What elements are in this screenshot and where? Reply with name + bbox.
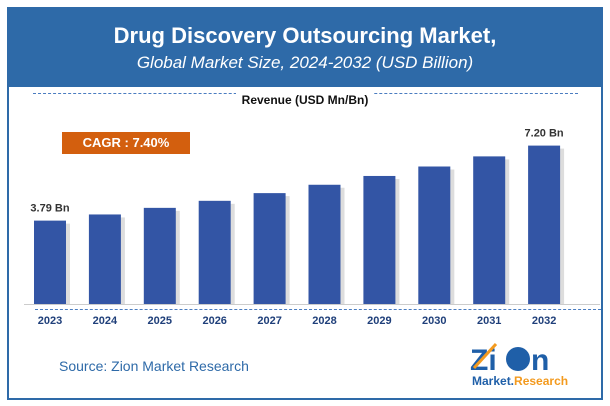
x-tick-label: 2024 [93,315,118,327]
bar-2028 [308,184,341,304]
axis-dashed-line [35,309,601,310]
chart-title: Drug Discovery Outsourcing Market, [113,23,497,48]
source-text: Source: Zion Market Research [59,358,249,374]
data-label: 7.20 Bn [525,128,564,140]
bar-2025 [143,207,176,304]
bar-2023 [34,220,66,304]
bar-2031 [473,156,506,304]
bar-2032 [528,145,561,304]
svg-text:n: n [531,344,549,377]
globe-icon [506,347,530,371]
bar-2030 [418,166,451,304]
header: Drug Discovery Outsourcing Market, Globa… [9,9,601,87]
x-tick-label: 2027 [257,315,281,327]
x-tick-label: 2032 [532,315,556,327]
bar-2024 [88,214,121,304]
x-tick-label: 2026 [202,315,226,327]
data-label: 3.79 Bn [30,203,69,215]
revenue-label-text: Revenue (USD Mn/Bn) [235,93,375,107]
chart-frame: Drug Discovery Outsourcing Market, Globa… [7,7,603,400]
x-tick-label: 2031 [477,315,501,327]
bar-2027 [253,193,286,304]
bar-2026 [198,200,231,304]
cagr-badge: CAGR : 7.40% [62,132,190,154]
svg-text:Market.Research: Market.Research [472,374,568,388]
x-tick-label: 2029 [367,315,391,327]
x-tick-label: 2028 [312,315,336,327]
x-tick-label: 2023 [38,315,62,327]
revenue-label: Revenue (USD Mn/Bn) [9,93,601,107]
x-tick-label: 2025 [148,315,172,327]
chart-subtitle: Global Market Size, 2024-2032 (USD Billi… [136,53,474,72]
x-tick-label: 2030 [422,315,446,327]
bar-2029 [363,175,396,304]
zion-logo: Zi n Market.Research [470,342,568,388]
